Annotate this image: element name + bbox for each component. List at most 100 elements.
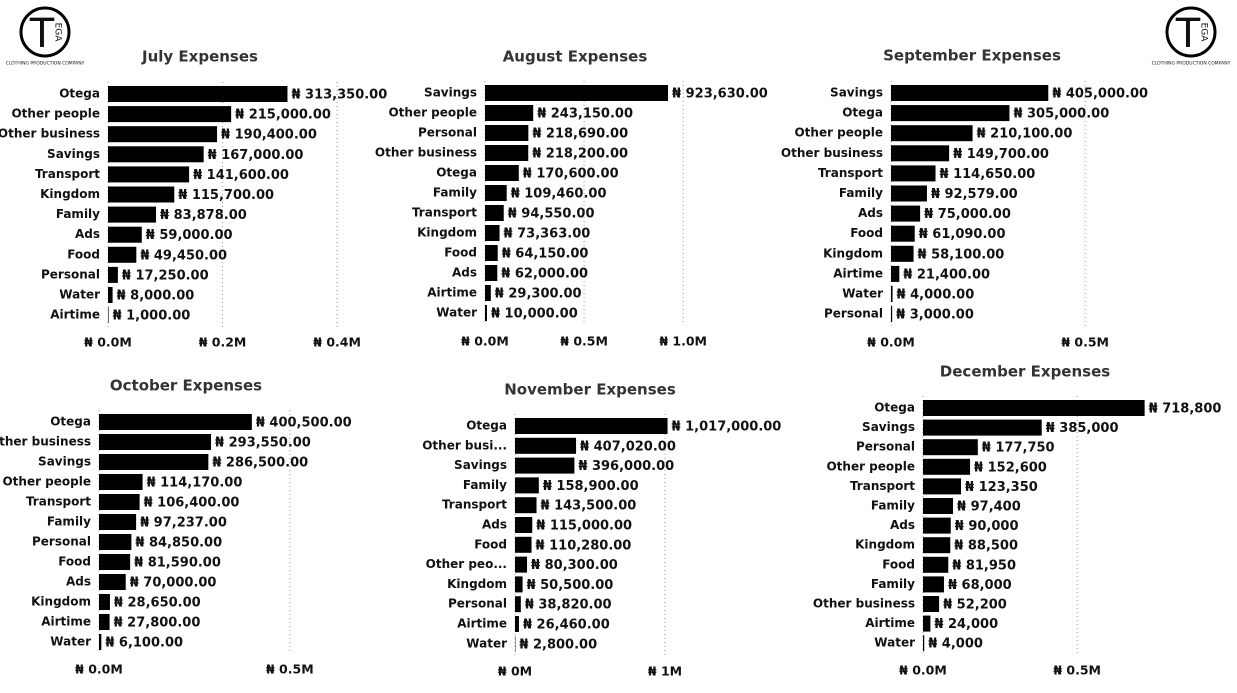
category-label: Transport xyxy=(442,498,507,512)
logo-caption: CLOTHING PRODUCTION COMPANY xyxy=(6,61,85,67)
bar xyxy=(485,125,529,141)
bar xyxy=(515,457,575,474)
bar xyxy=(99,434,212,450)
category-label: Family xyxy=(56,207,100,221)
category-label: Water xyxy=(436,306,477,320)
value-label: ₦ 29,300.00 xyxy=(495,287,582,302)
category-label: Family xyxy=(871,577,915,591)
category-label: Other people xyxy=(388,106,477,120)
category-label: Other peo... xyxy=(426,557,507,571)
value-label: ₦ 385,000 xyxy=(1046,421,1119,436)
bar xyxy=(515,418,668,434)
bar xyxy=(485,285,491,301)
value-label: ₦ 218,690.00 xyxy=(532,127,628,142)
category-label: Other people xyxy=(2,475,91,489)
value-label: ₦ 68,000 xyxy=(948,578,1012,593)
category-label: Savings xyxy=(47,147,100,161)
bar xyxy=(99,454,209,470)
category-label: Kingdom xyxy=(31,595,91,609)
bar xyxy=(891,125,973,142)
category-label: Airtime xyxy=(427,286,477,300)
category-label: Other business xyxy=(375,146,477,160)
value-label: ₦ 81,950 xyxy=(952,558,1016,573)
category-label: Savings xyxy=(424,86,477,100)
bar xyxy=(891,265,900,282)
logo-left: T EGA CLOTHING PRODUCTION COMPANY xyxy=(6,6,85,67)
category-label: Water xyxy=(50,635,91,649)
category-label: Otega xyxy=(842,106,883,120)
bar xyxy=(515,517,533,533)
value-label: ₦ 21,400.00 xyxy=(903,267,990,282)
chart-panel: December Expenses ₦ 0.0M ₦ 0.5M Otega ₦ 718,… xyxy=(813,363,1222,678)
category-label: Water xyxy=(874,636,915,650)
value-label: ₦ 123,350 xyxy=(965,480,1038,495)
bar xyxy=(108,186,175,203)
x-tick-label: ₦ 0.0M xyxy=(867,335,915,350)
category-label: Airtime xyxy=(833,266,883,280)
value-label: ₦ 210,100.00 xyxy=(977,127,1073,142)
category-label: Kingdom xyxy=(855,538,915,552)
category-label: Otega xyxy=(50,415,91,429)
value-label: ₦ 109,460.00 xyxy=(511,187,607,202)
bar xyxy=(485,265,498,281)
value-label: ₦ 170,600.00 xyxy=(523,167,619,182)
category-label: Ads xyxy=(66,575,91,589)
bar xyxy=(99,514,137,530)
value-label: ₦ 106,400.00 xyxy=(144,496,240,511)
value-label: ₦ 6,100.00 xyxy=(105,636,183,651)
category-label: Otega xyxy=(874,401,915,415)
bar xyxy=(515,477,539,494)
value-label: ₦ 218,200.00 xyxy=(532,147,628,162)
bar xyxy=(923,498,954,514)
category-label: Otega xyxy=(466,419,507,433)
value-label: ₦ 1,017,000.00 xyxy=(672,420,782,435)
bar xyxy=(515,437,577,454)
category-label: Family xyxy=(47,515,91,529)
x-tick-label: ₦ 1M xyxy=(648,664,682,679)
category-label: Otega xyxy=(436,166,477,180)
bar xyxy=(485,85,669,101)
logo-mark: T xyxy=(29,11,55,57)
value-label: ₦ 97,400 xyxy=(957,500,1021,515)
category-label: Kingdom xyxy=(417,226,477,240)
bar xyxy=(99,574,126,590)
category-label: Savings xyxy=(454,458,507,472)
category-label: Food xyxy=(444,246,477,260)
x-tick-label: ₦ 0.0M xyxy=(899,663,947,678)
logo-letters: EGA xyxy=(53,23,63,43)
category-label: Airtime xyxy=(865,616,915,630)
bar xyxy=(108,226,142,243)
value-label: ₦ 305,000.00 xyxy=(1013,107,1109,122)
category-label: Other people xyxy=(826,459,915,473)
category-label: Food xyxy=(474,537,507,551)
category-label: Airtime xyxy=(50,308,100,322)
category-label: Personal xyxy=(856,440,915,454)
category-label: Transport xyxy=(818,166,883,180)
category-label: Family xyxy=(463,478,507,492)
category-label: Ads xyxy=(75,227,100,241)
category-label: Other business xyxy=(813,597,915,611)
chart-panel: September Expenses ₦ 0.0M ₦ 0.5M Savings ₦ 4… xyxy=(781,47,1148,350)
bar xyxy=(485,225,500,241)
bar xyxy=(923,419,1042,436)
x-tick-label: ₦ 0.5M xyxy=(1061,335,1109,350)
bar xyxy=(923,478,962,495)
value-label: ₦ 61,090.00 xyxy=(919,227,1006,242)
category-label: Transport xyxy=(850,479,915,493)
value-label: ₦ 177,750 xyxy=(982,441,1055,456)
value-label: ₦ 923,630.00 xyxy=(672,87,768,102)
value-label: ₦ 115,700.00 xyxy=(178,188,274,203)
category-label: Kingdom xyxy=(823,246,883,260)
value-label: ₦ 143,500.00 xyxy=(541,499,637,514)
value-label: ₦ 114,170.00 xyxy=(147,476,243,491)
value-label: ₦ 70,000.00 xyxy=(130,576,217,591)
logo-mark: T xyxy=(1175,11,1201,57)
bar xyxy=(515,576,523,593)
category-label: Other business xyxy=(0,435,91,449)
value-label: ₦ 97,237.00 xyxy=(140,516,227,531)
bar xyxy=(99,534,132,550)
category-label: Water xyxy=(842,287,883,301)
value-label: ₦ 64,150.00 xyxy=(502,247,589,262)
x-tick-label: ₦ 0.2M xyxy=(199,335,247,350)
bar xyxy=(99,614,110,630)
